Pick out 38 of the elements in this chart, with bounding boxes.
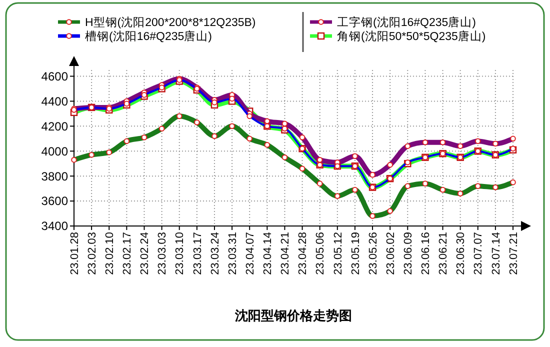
x-tick-label: 23.07.21 bbox=[508, 232, 520, 275]
legend-label: H型钢(沈阳200*200*8*12Q235B) bbox=[85, 16, 256, 30]
x-tick-label: 23.05.06 bbox=[314, 232, 327, 275]
x-tick-label: 23.07.07 bbox=[472, 232, 485, 275]
x-tick-label: 23.07.14 bbox=[490, 232, 502, 275]
y-tick-label: 4400 bbox=[41, 94, 68, 108]
x-tick-label: 23.03.03 bbox=[156, 232, 169, 275]
x-tick-label: 23.06.16 bbox=[420, 232, 432, 275]
legend-label: 工字钢(沈阳16#Q235唐山) bbox=[337, 15, 476, 30]
x-tick-label: 23.06.02 bbox=[384, 232, 397, 275]
text: 沈阳型钢价格走势图 bbox=[234, 308, 352, 323]
legend-label: 槽钢(沈阳16#Q235唐山) bbox=[85, 29, 212, 44]
x-tick-label: 23.03.17 bbox=[192, 232, 204, 275]
y-tick-label: 4000 bbox=[41, 144, 68, 158]
x-tick-label: 23.02.17 bbox=[122, 232, 134, 275]
y-tick-label: 3400 bbox=[41, 219, 68, 234]
x-tick-label: 23.01.28 bbox=[68, 232, 81, 275]
y-tick-label: 3600 bbox=[41, 194, 68, 208]
x-tick-label: 23.02.10 bbox=[104, 232, 116, 275]
y-tick-label: 4200 bbox=[41, 119, 68, 134]
x-tick-label: 23.05.26 bbox=[367, 232, 380, 275]
x-tick-label: 23.04.21 bbox=[280, 232, 292, 275]
x-tick-label: 23.03.31 bbox=[226, 232, 239, 275]
x-tick-label: 23.06.30 bbox=[455, 232, 468, 275]
x-tick-label: 23.06.21 bbox=[438, 232, 450, 275]
x-tick-label: 23.06.09 bbox=[402, 232, 414, 275]
x-tick-label: 23.02.24 bbox=[139, 232, 152, 275]
y-tick-label: 3800 bbox=[41, 169, 68, 184]
x-tick-label: 23.04.28 bbox=[297, 232, 310, 275]
x-tick-label: 23.05.19 bbox=[350, 232, 362, 275]
x-tick-label: 23.03.10 bbox=[174, 232, 186, 275]
x-tick-label: 23.03.24 bbox=[209, 232, 222, 275]
legend-label: 角钢(沈阳50*50*5Q235唐山) bbox=[337, 29, 486, 44]
x-tick-label: 23.05.12 bbox=[332, 232, 344, 275]
x-tick-label: 23.04.14 bbox=[262, 232, 274, 275]
x-tick-label: 23.04.07 bbox=[244, 232, 256, 275]
x-tick-label: 23.02.03 bbox=[86, 232, 98, 275]
y-tick-label: 4600 bbox=[41, 69, 68, 84]
